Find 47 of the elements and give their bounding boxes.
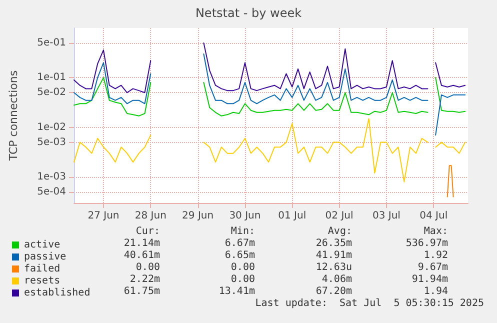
text: 41.91m [314,250,352,261]
y-tick-label: 5e-02 [37,87,66,98]
x-tick-label: 03 Jul [372,210,400,222]
text: 0.00 [230,274,255,285]
text: 67.20m [314,286,352,297]
text: 2.22m [128,274,160,285]
x-tick-label: 28 Jun [134,210,166,222]
y-tick-label: 5e-01 [37,37,66,48]
y-axis-title: TCP connections [7,70,20,162]
text: 1.92 [422,250,448,261]
y-tick-label: 1e-01 [37,72,66,84]
y-tick-label: 1e-03 [37,172,66,183]
text: Avg: [326,226,352,237]
x-tick-label: 30 Jun [229,210,261,222]
legend-label: resets [24,276,60,286]
text: 12.63u [314,262,352,273]
text: 536.97m [404,238,448,249]
y-tick-label: 5e-03 [37,136,66,148]
text: Cur: [134,226,160,237]
x-tick-label: 02 Jul [325,210,354,222]
text: Last update: Sat Jul 5 05:30:15 2025 [255,298,484,309]
legend-label: failed [24,264,60,274]
x-tick-label: 27 Jun [88,210,120,222]
text: 4.06m [320,274,352,285]
x-tick-label: 04 Jul [420,210,448,222]
text: 0.00 [230,262,255,273]
text: 6.65m [224,250,255,261]
x-tick-label: 01 Jul [278,210,306,222]
x-tick-label: 29 Jun [182,210,214,222]
chart-title: Netstat - by week [195,6,302,20]
text: 21.14m [122,238,160,249]
text: 61.75m [124,286,160,297]
legend-label: established [24,288,90,298]
legend-label: active [24,240,60,250]
text: 0.00 [134,262,160,273]
text: Max: [422,226,448,237]
text: 26.35m [314,238,352,249]
text: 91.94m [410,274,448,285]
text: 1.94 [422,286,448,297]
text: Min: [230,226,255,237]
text: 9.67m [416,262,448,273]
text: 13.41m [218,286,255,297]
text: 6.67m [224,238,255,249]
y-tick-label: 1e-02 [37,122,66,133]
legend-label: passive [24,252,66,262]
y-tick-label: 5e-04 [37,186,66,198]
text: 40.61m [122,250,160,261]
